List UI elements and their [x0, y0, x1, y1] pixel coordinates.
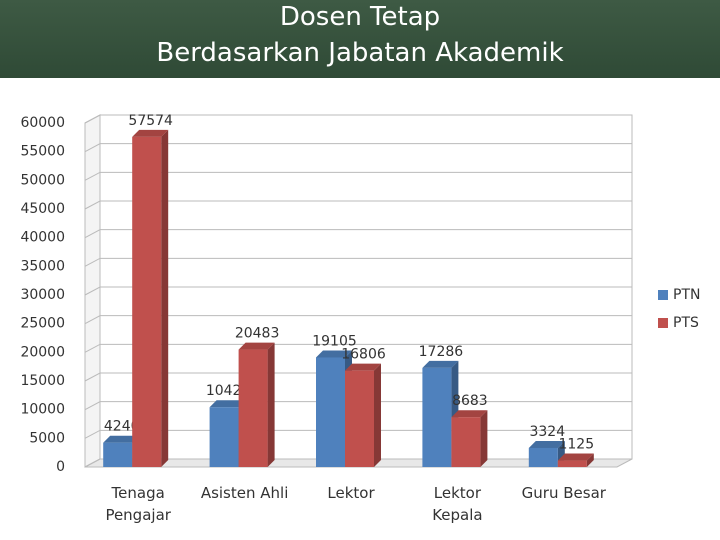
bar-top [557, 453, 594, 461]
bar [132, 136, 162, 468]
bar [557, 460, 587, 467]
value-label: 4240 [104, 419, 140, 435]
bar-side [267, 342, 275, 467]
grid-line [84, 171, 632, 181]
bar [345, 370, 374, 467]
bar-side [480, 410, 488, 467]
bar [528, 447, 558, 467]
grid-line [84, 257, 632, 267]
grid-line [84, 315, 632, 325]
legend-label: PTS [673, 315, 699, 331]
bar-top [451, 410, 488, 418]
x-tick-label: Lektor [327, 484, 375, 502]
y-tick-label: 5000 [29, 430, 65, 446]
value-label: 8683 [452, 393, 488, 409]
value-label: 1125 [558, 437, 594, 453]
chart-subtitle: Berdasarkan Jabatan Akademik [156, 38, 564, 68]
y-tick-label: 40000 [20, 230, 65, 246]
y-tick-label: 60000 [20, 115, 65, 131]
header: Dosen Tetap Berdasarkan Jabatan Akademik [0, 0, 720, 78]
grid-line [84, 343, 632, 353]
value-label: 3324 [529, 424, 565, 440]
legend-label: PTN [673, 287, 700, 303]
bar [103, 442, 133, 467]
bar-top [103, 435, 140, 443]
bar [238, 349, 268, 467]
bar [316, 357, 345, 467]
legend-swatch [658, 318, 668, 328]
bar-top [528, 440, 565, 448]
bar-top [209, 400, 246, 408]
y-tick-label: 50000 [20, 172, 65, 188]
y-tick-label: 15000 [20, 373, 65, 389]
bar-top [316, 350, 352, 358]
value-label: 20483 [235, 326, 280, 342]
bar-top [132, 129, 169, 137]
y-tick-label: 30000 [20, 287, 65, 303]
y-tick-label: 35000 [20, 258, 65, 274]
y-tick-label: 10000 [20, 402, 65, 418]
bar-side [374, 363, 381, 467]
x-tick-label: Tenaga Pengajar [105, 484, 171, 524]
x-tick-label: Guru Besar [521, 484, 606, 502]
chart-title: Dosen Tetap [279, 2, 441, 32]
legend-swatch [658, 290, 668, 300]
value-label: 57574 [128, 113, 173, 129]
value-label: 17286 [419, 344, 464, 360]
bar-side [161, 129, 169, 468]
bar-top [238, 342, 275, 350]
y-tick-label: 55000 [20, 144, 65, 160]
y-tick-label: 25000 [20, 316, 65, 332]
x-tick-label: Lektor Kepala [432, 484, 483, 524]
bar [209, 407, 239, 467]
grid-line [84, 200, 632, 210]
grid-line [84, 229, 632, 239]
bar [422, 367, 452, 467]
bar [451, 417, 481, 467]
value-label: 19105 [312, 333, 357, 349]
value-label: 16806 [341, 347, 386, 363]
bar-top [422, 360, 459, 368]
grid-line [84, 114, 632, 124]
bar-top [345, 363, 381, 371]
grid-line [84, 286, 632, 296]
x-tick-label: Asisten Ahli [200, 484, 289, 502]
y-tick-label: 0 [56, 459, 65, 475]
y-tick-label: 20000 [20, 344, 65, 360]
bar-side [586, 453, 594, 467]
grid-line [84, 143, 632, 153]
y-tick-label: 45000 [20, 201, 65, 217]
